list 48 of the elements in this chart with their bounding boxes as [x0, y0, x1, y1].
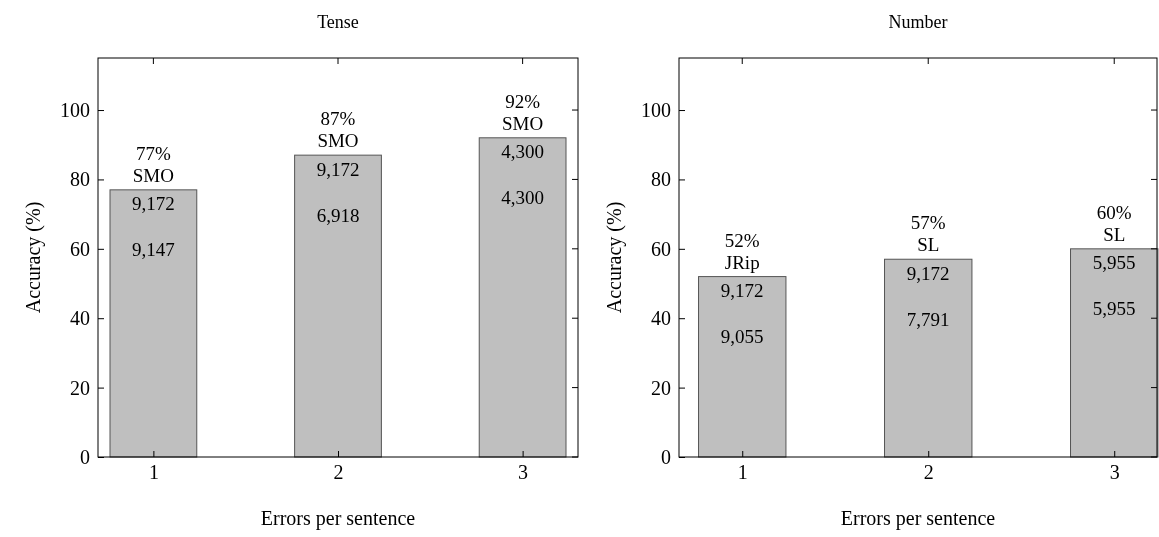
bar: [698, 276, 787, 458]
annotation: 7,791: [906, 308, 950, 330]
annotation: 9,172: [720, 280, 764, 302]
y-tick-label: 80: [651, 168, 671, 191]
data-label: 92% SMO: [502, 90, 544, 134]
y-tick-label: 60: [651, 237, 671, 260]
bar: [884, 258, 973, 458]
annotation: 4,300: [501, 141, 544, 163]
y-axis-title: Accuracy (%): [603, 201, 626, 314]
data-label: 57% SL: [910, 212, 946, 256]
chart-title: Tense: [317, 12, 359, 32]
x-tick-label: 3: [1109, 461, 1120, 484]
y-tick-label: 80: [70, 168, 90, 191]
data-label: 52% JRip: [724, 229, 760, 273]
x-axis-title: Errors per sentence: [840, 507, 996, 530]
annotation: 9,055: [720, 326, 764, 348]
annotation: 9,147: [132, 239, 175, 261]
y-tick-label: 100: [60, 98, 90, 121]
y-tick-label: 40: [651, 307, 671, 330]
chart-title: Number: [888, 12, 948, 32]
bar: [1070, 248, 1159, 458]
y-axis-title: Accuracy (%): [22, 201, 45, 314]
x-tick-label: 3: [518, 461, 529, 484]
x-tick-label: 2: [333, 461, 344, 484]
y-tick-label: 0: [661, 445, 671, 468]
annotation: 9,172: [132, 193, 175, 215]
bar: [294, 154, 382, 458]
y-tick-label: 20: [651, 376, 671, 399]
x-tick-label: 2: [923, 461, 934, 484]
annotation: 9,172: [906, 262, 950, 284]
y-tick-label: 100: [641, 98, 671, 121]
x-axis-title: Errors per sentence: [260, 507, 416, 530]
x-tick-label: 1: [737, 461, 748, 484]
x-tick-label: 1: [148, 461, 159, 484]
y-tick-label: 0: [80, 445, 90, 468]
y-tick-label: 60: [70, 237, 90, 260]
annotation: 5,955: [1092, 298, 1136, 320]
bar: [478, 137, 567, 458]
y-tick-label: 20: [70, 376, 90, 399]
annotation: 5,955: [1092, 252, 1136, 274]
bar: [109, 189, 198, 458]
annotation: 6,918: [316, 204, 360, 226]
y-tick-label: 40: [70, 307, 90, 330]
data-label: 60% SL: [1096, 201, 1132, 245]
annotation: 4,300: [501, 187, 544, 209]
data-label: 87% SMO: [317, 108, 359, 152]
data-label: 77% SMO: [132, 142, 174, 186]
annotation: 9,172: [316, 158, 360, 180]
